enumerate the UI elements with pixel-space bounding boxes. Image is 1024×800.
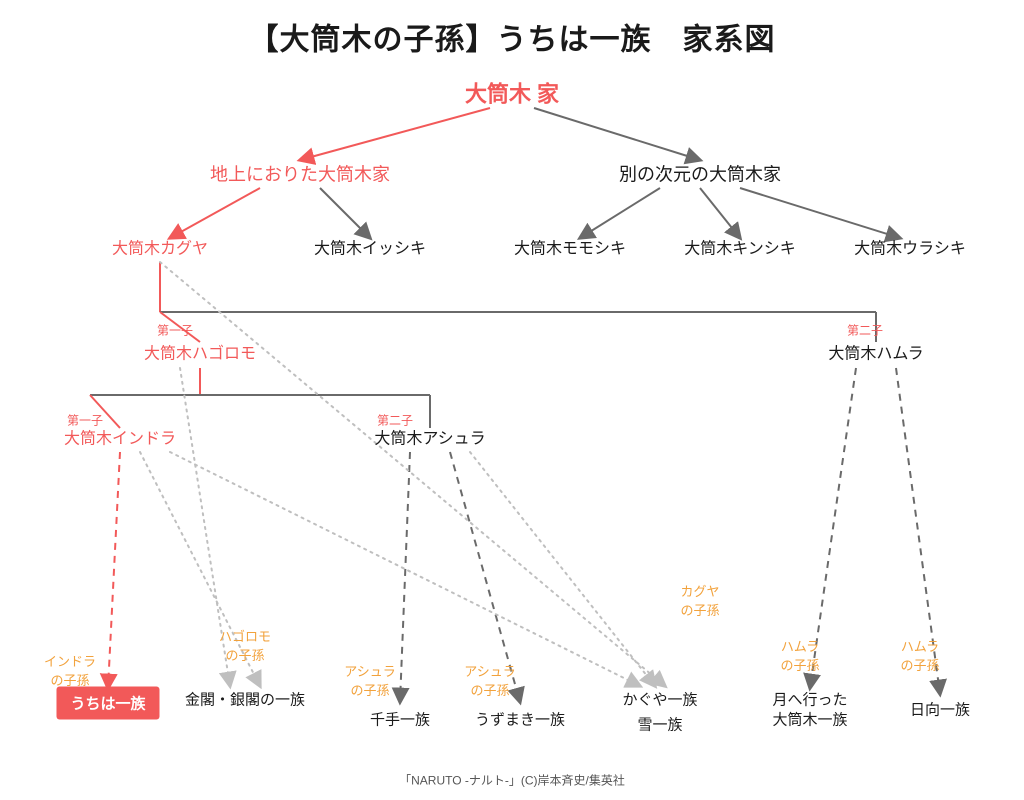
footer-credit: 「NARUTO -ナルト-」(C)岸本斉史/集英社 [399,772,625,789]
annotation-10: ハムラの子孫 [900,636,939,674]
node-earth: 地上におりた大筒木家 [210,163,390,186]
annotation-3: 第二子 [377,412,413,429]
annotation-2: 第一子 [67,412,103,429]
annotation-4: インドラの子孫 [44,651,96,689]
annotation-0: 第一子 [157,322,193,339]
node-isshiki: 大筒木イッシキ [314,240,426,261]
diagram-stage: 【大筒木の子孫】うちは一族 家系図 大筒木 家地上におりた大筒木家 別の次元の大筒… [0,0,1024,800]
node-kinshiki: 大筒木キンシキ [684,240,796,261]
node-moon: 月へ行った大筒木一族 [772,691,847,730]
node-uzumaki: うずまき一族 [475,710,565,730]
annotation-5: ハゴロモの子孫 [219,626,271,664]
node-kaguya_clan: かぐや一族 [622,690,697,710]
annotation-9: ハムラの子孫 [780,636,819,674]
annotation-8: カグヤの子孫 [680,581,719,619]
node-senju: 千手一族 [370,710,430,730]
node-root: 大筒木 家 [465,81,559,110]
node-momoshiki: 大筒木モモシキ [514,240,626,261]
uchiha-badge: うちは一族 [56,687,159,720]
annotation-1: 第二子 [847,322,883,339]
node-hamura: 大筒木ハムラ [828,345,923,366]
node-hagoromo: 大筒木ハゴロモ [144,345,256,366]
diagram-title: 【大筒木の子孫】うちは一族 家系図 [249,21,776,60]
node-hyuga: 日向一族 [910,700,970,720]
node-ashura: 大筒木アシュラ [374,430,485,451]
node-other: 別の次元の大筒木家 [619,163,781,186]
node-urashiki: 大筒木ウラシキ [854,240,966,261]
annotation-7: アシュラの子孫 [464,661,515,699]
node-kinkaku: 金閣・銀閣の一族 [185,690,305,710]
annotation-6: アシュラの子孫 [344,661,395,699]
node-indra: 大筒木インドラ [64,430,176,451]
node-kaguya: 大筒木カグヤ [112,240,208,261]
node-yuki: 雪一族 [637,715,682,735]
